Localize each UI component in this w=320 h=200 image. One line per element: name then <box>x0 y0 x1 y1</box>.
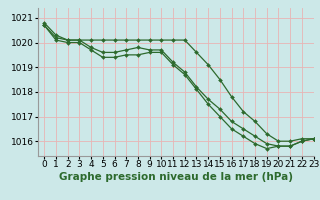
X-axis label: Graphe pression niveau de la mer (hPa): Graphe pression niveau de la mer (hPa) <box>59 172 293 182</box>
